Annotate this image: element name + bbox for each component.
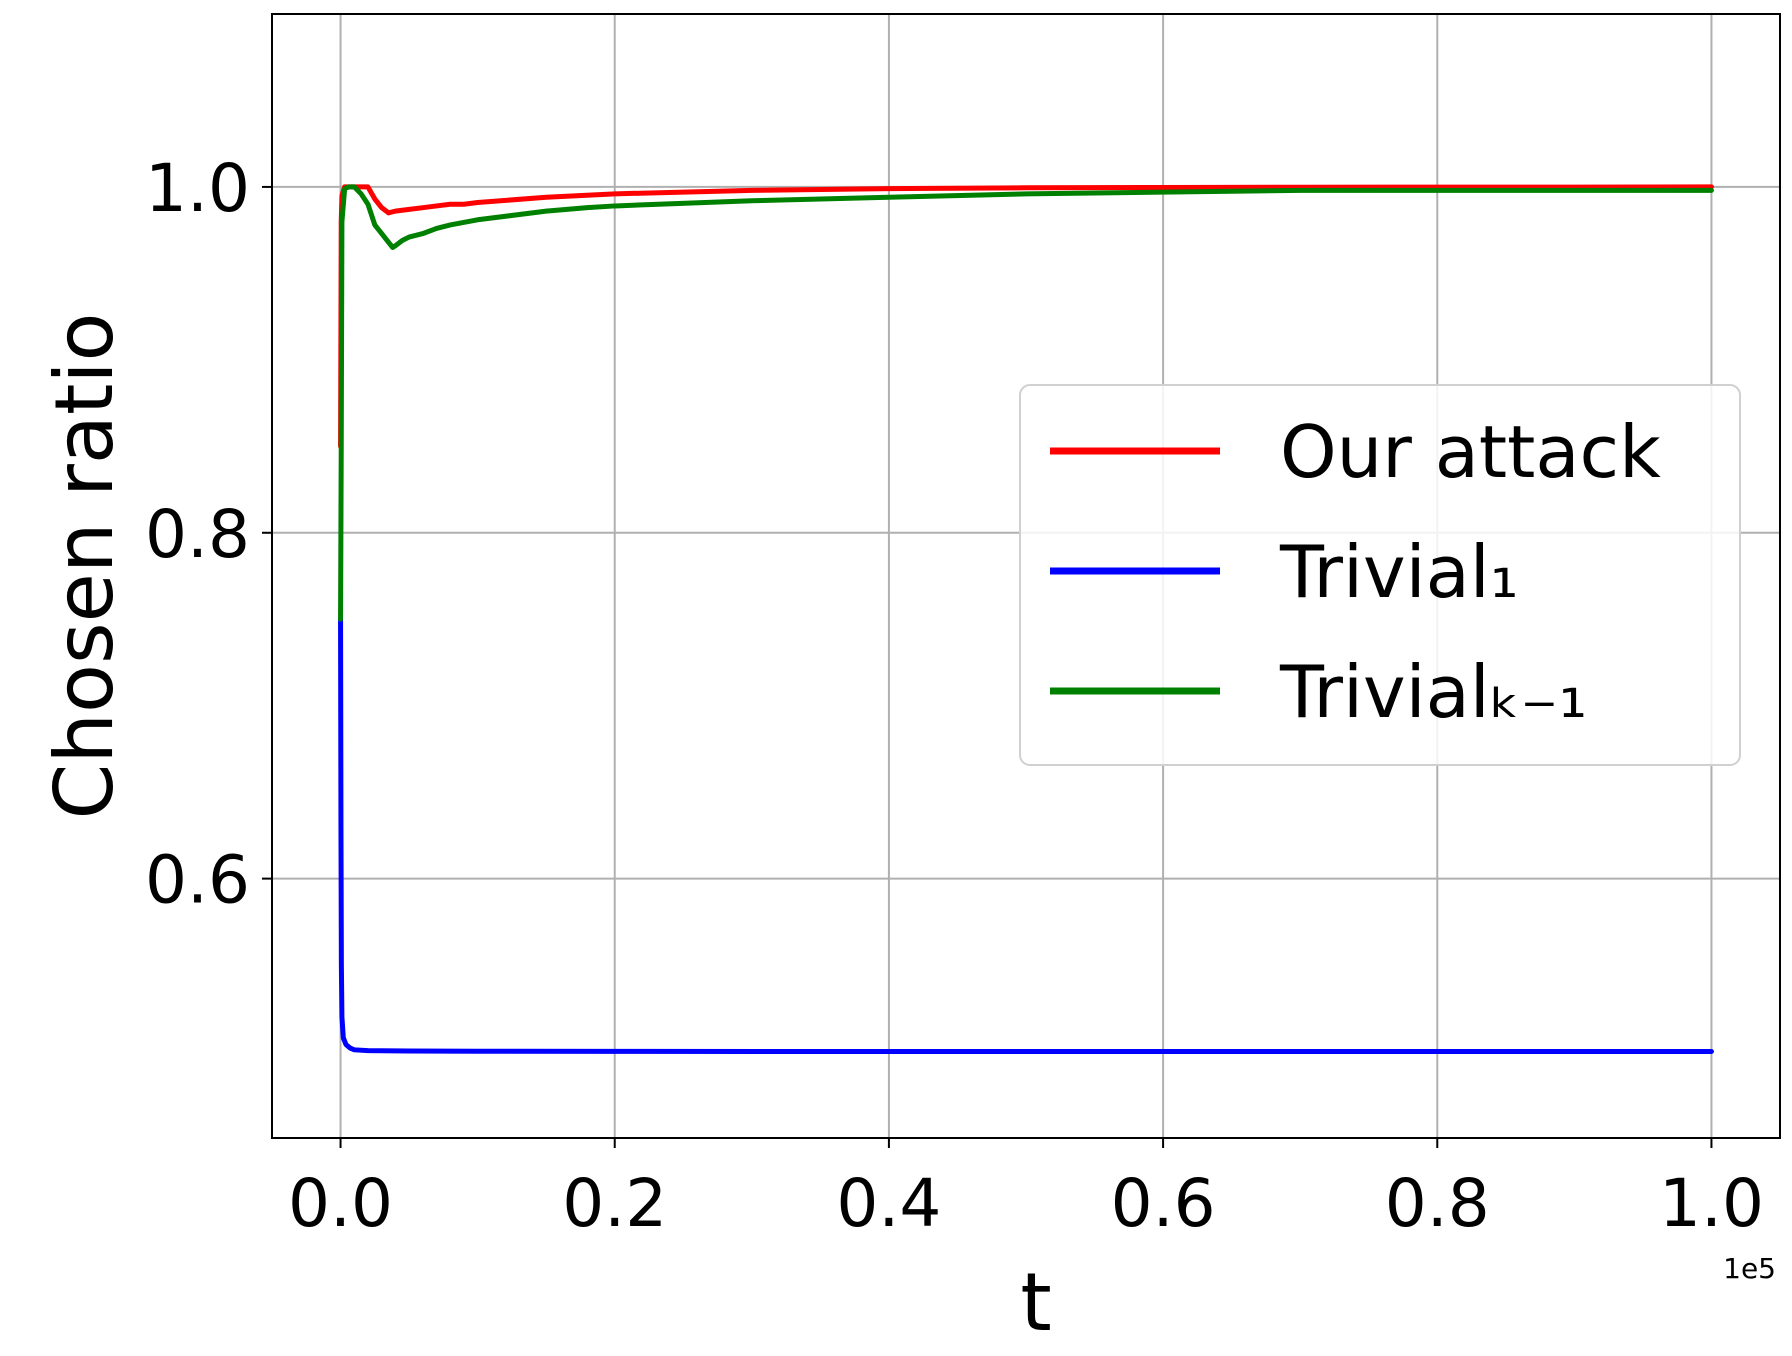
- legend-box: [1019, 384, 1741, 766]
- legend-label-2: Trivialₖ₋₁: [1279, 650, 1587, 734]
- series-line-1: [338, 616, 1714, 1055]
- legend-label-0: Our attack: [1280, 410, 1661, 494]
- x-tick-label: 1.0: [1659, 1165, 1764, 1242]
- y-axis-title: Chosen ratio: [38, 313, 131, 820]
- legend-label-1: Trivial₁: [1279, 530, 1519, 614]
- x-axis-title: t: [1020, 1256, 1051, 1349]
- legend: Our attack Trivial₁ Trivialₖ₋₁: [1019, 384, 1741, 766]
- y-tick-label: 1.0: [145, 150, 250, 227]
- x-tick-label: 0.2: [562, 1165, 667, 1242]
- series-group: [338, 184, 1714, 1055]
- legend-items: Our attack Trivial₁ Trivialₖ₋₁: [1050, 410, 1661, 734]
- series-line-2: [338, 184, 1714, 622]
- y-axis-ticks: 0.6 0.8 1.0: [145, 150, 272, 919]
- x-axis-offset-label: 1e5: [1723, 1252, 1776, 1285]
- y-tick-label: 0.6: [145, 842, 250, 919]
- x-axis-ticks: 0.0 0.2 0.4 0.6 0.8 1.0: [288, 1138, 1764, 1242]
- x-tick-label: 0.0: [288, 1165, 393, 1242]
- x-tick-label: 0.4: [836, 1165, 941, 1242]
- x-tick-label: 0.8: [1385, 1165, 1490, 1242]
- y-tick-label: 0.8: [145, 496, 250, 573]
- x-tick-label: 0.6: [1111, 1165, 1216, 1242]
- plot-area-frame: [271, 13, 1781, 1139]
